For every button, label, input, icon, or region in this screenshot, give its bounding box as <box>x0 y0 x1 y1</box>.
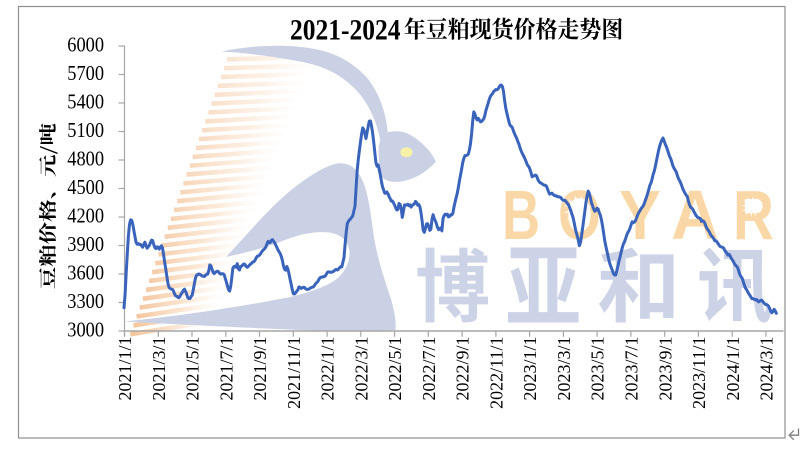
svg-text:2021-2024: 2021-2024 <box>290 14 401 47</box>
svg-text:2023/5/1: 2023/5/1 <box>588 337 608 401</box>
svg-text:5100: 5100 <box>67 119 104 142</box>
svg-text:6000: 6000 <box>67 33 104 56</box>
svg-text:2022/11/1: 2022/11/1 <box>487 337 507 409</box>
svg-text:4500: 4500 <box>67 176 104 199</box>
svg-text:5700: 5700 <box>67 62 104 85</box>
svg-text:2022/7/1: 2022/7/1 <box>419 337 439 401</box>
svg-text:4800: 4800 <box>67 147 104 170</box>
svg-text:2022/3/1: 2022/3/1 <box>351 337 371 401</box>
svg-text:2024/1/1: 2024/1/1 <box>723 337 743 401</box>
svg-text:5400: 5400 <box>67 90 104 113</box>
svg-text:2024/3/1: 2024/3/1 <box>757 337 777 401</box>
svg-text:3000: 3000 <box>67 318 104 341</box>
svg-text:R: R <box>733 176 774 254</box>
svg-text:2021/3/1: 2021/3/1 <box>149 337 169 401</box>
svg-text:2022/9/1: 2022/9/1 <box>453 337 473 401</box>
svg-text:2021/1/1: 2021/1/1 <box>115 337 135 401</box>
svg-text:4200: 4200 <box>67 204 104 227</box>
svg-text:2021/11/1: 2021/11/1 <box>284 337 304 409</box>
svg-text:2021/7/1: 2021/7/1 <box>216 337 236 401</box>
svg-text:2023/1/1: 2023/1/1 <box>520 337 540 401</box>
svg-text:2021/9/1: 2021/9/1 <box>250 337 270 401</box>
svg-text:B: B <box>502 177 540 255</box>
svg-text:2023/7/1: 2023/7/1 <box>622 337 642 401</box>
svg-text:3300: 3300 <box>67 290 104 313</box>
svg-text:2022/5/1: 2022/5/1 <box>385 337 405 401</box>
svg-text:2023/9/1: 2023/9/1 <box>655 337 675 401</box>
svg-text:3600: 3600 <box>67 261 104 284</box>
svg-text:2021/5/1: 2021/5/1 <box>183 337 203 401</box>
svg-text:3900: 3900 <box>67 233 104 256</box>
svg-text:2022/1/1: 2022/1/1 <box>318 337 338 401</box>
svg-text:2023/11/1: 2023/11/1 <box>689 337 709 409</box>
svg-text:2023/3/1: 2023/3/1 <box>554 337 574 401</box>
